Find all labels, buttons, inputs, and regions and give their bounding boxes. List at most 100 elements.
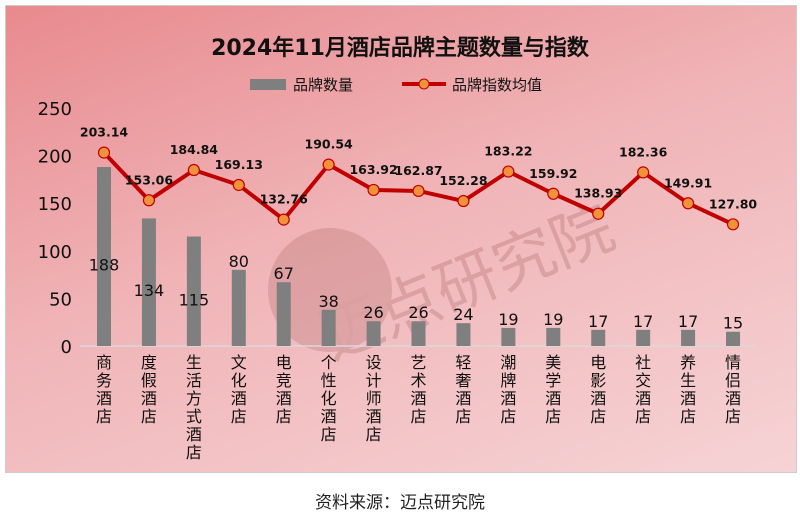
x-label-char: 酒 [96, 389, 112, 408]
line-marker [412, 184, 425, 198]
line-marker [367, 183, 380, 197]
bar-value-label: 134 [134, 281, 165, 300]
line-marker [187, 163, 200, 177]
x-label-char: 酒 [141, 389, 157, 408]
line-value-label: 162.87 [394, 163, 442, 178]
x-label-char: 度 [141, 353, 157, 372]
line-marker [592, 207, 605, 220]
x-label-char: 电 [590, 353, 606, 372]
legend-bar-label: 品牌数量 [293, 76, 353, 94]
x-label-char: 店 [276, 407, 292, 426]
legend-bar-swatch [250, 79, 286, 90]
bar [411, 321, 426, 346]
x-label-char: 活 [186, 371, 202, 390]
bar [141, 218, 156, 346]
x-label-char: 式 [186, 407, 202, 426]
line-value-label: 184.84 [170, 142, 219, 157]
line-marker [277, 213, 290, 226]
line-marker [322, 158, 335, 171]
line-value-label: 203.14 [80, 125, 129, 140]
line-value-label: 138.93 [574, 186, 622, 201]
x-label-char: 化 [321, 389, 337, 408]
bar [231, 269, 246, 346]
y-tick-label: 100 [38, 242, 72, 263]
bar [501, 327, 516, 346]
y-tick-label: 50 [49, 289, 72, 310]
x-label-char: 生 [186, 353, 202, 372]
bar-value-label: 24 [453, 305, 473, 324]
bar-value-label: 17 [588, 312, 608, 331]
x-label-char: 艺 [411, 353, 427, 372]
line-value-label: 159.92 [529, 166, 577, 181]
x-label-char: 酒 [321, 407, 337, 426]
x-label-char: 酒 [186, 425, 202, 444]
x-label-char: 电 [276, 353, 292, 372]
x-label-char: 商 [96, 353, 112, 372]
x-label-char: 酒 [500, 389, 516, 408]
x-label-char: 养 [680, 353, 696, 372]
bar [591, 329, 606, 346]
x-label-char: 店 [500, 407, 516, 426]
chart: 迈点研究院 2024年11月酒店品牌主题数量与指数 品牌数量 品牌指数均值 05… [38, 35, 758, 462]
x-label-char: 设 [366, 353, 382, 372]
x-label-char: 学 [545, 371, 561, 390]
line-marker [637, 166, 650, 179]
line-marker [547, 187, 560, 200]
x-label-char: 牌 [500, 371, 516, 390]
x-label-char: 情 [725, 353, 741, 372]
y-tick-label: 0 [61, 337, 72, 358]
bar-value-label: 26 [408, 303, 428, 322]
x-label-char: 店 [635, 407, 651, 426]
line-marker [502, 165, 515, 178]
bar-value-label: 38 [318, 292, 338, 311]
x-label-char: 店 [186, 443, 202, 462]
y-tick-label: 150 [38, 194, 72, 215]
line-marker [97, 146, 111, 159]
line-marker [457, 194, 470, 208]
x-label-char: 酒 [635, 389, 651, 408]
bar [681, 329, 696, 346]
bar [456, 323, 471, 346]
x-label-char: 酒 [680, 389, 696, 408]
x-label-char: 店 [231, 407, 247, 426]
x-label-char: 影 [590, 371, 606, 390]
x-label-char: 酒 [455, 389, 471, 408]
line-value-label: 183.22 [484, 144, 532, 159]
source-note: 资料来源：迈点研究院 [315, 493, 485, 513]
chart-frame [5, 5, 797, 473]
x-label-char: 酒 [411, 389, 427, 408]
line-value-label: 190.54 [305, 137, 354, 152]
y-tick-label: 200 [38, 147, 72, 168]
x-label-char: 酒 [725, 389, 741, 408]
bar-value-label: 115 [179, 290, 210, 309]
x-label-char: 店 [590, 407, 606, 426]
x-label-char: 轻 [455, 353, 471, 372]
chart-title: 2024年11月酒店品牌主题数量与指数 [211, 35, 590, 61]
x-label-char: 竞 [276, 371, 292, 390]
legend-line-label: 品牌指数均值 [452, 76, 542, 94]
x-label-char: 侣 [725, 371, 741, 390]
x-label-char: 店 [455, 407, 471, 426]
line-value-label: 182.36 [619, 144, 668, 159]
line-value-label: 132.76 [260, 192, 309, 207]
x-label-char: 酒 [590, 389, 606, 408]
bar-value-label: 17 [633, 312, 653, 331]
line-marker [142, 194, 156, 207]
y-tick-label: 250 [38, 99, 72, 120]
legend: 品牌数量 品牌指数均值 [250, 76, 542, 94]
line-value-label: 163.92 [349, 162, 397, 177]
x-label-char: 计 [366, 371, 382, 390]
x-label-char: 店 [411, 407, 427, 426]
line-value-label: 169.13 [215, 157, 263, 172]
line-value-label: 127.80 [709, 196, 758, 211]
line-marker [681, 197, 695, 210]
